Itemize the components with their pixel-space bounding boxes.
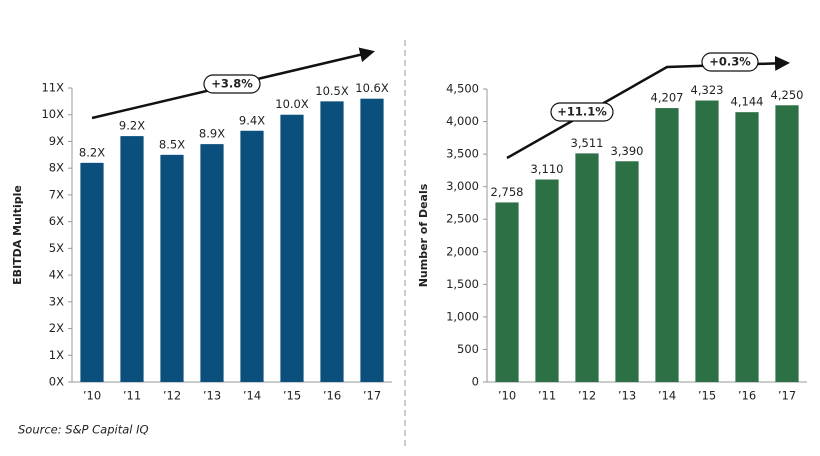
value-label: 8.5X [159,137,185,151]
bar [575,153,599,382]
bar [615,161,639,382]
bar [160,154,184,382]
x-tick-label: ’13 [618,389,636,403]
annotation-box [203,74,261,94]
value-label: 9.4X [239,113,265,127]
value-label: 2,758 [491,185,524,199]
bar [535,179,559,382]
x-tick-label: ’13 [203,389,221,403]
x-tick-label: ’16 [323,389,341,403]
y-tick-label: 3,500 [446,147,479,161]
bar [495,202,519,382]
bar [320,101,344,382]
value-label: 4,323 [691,83,724,97]
bar [80,162,104,382]
y-tick-label: 0X [49,375,64,389]
value-label: 8.9X [199,127,225,141]
x-tick-label: ’15 [698,389,716,403]
annotation: +0.3% [709,55,751,69]
y-tick-label: 9X [49,134,64,148]
x-tick-label: ’10 [83,389,101,403]
bar [735,112,759,382]
y-tick-label: 1,000 [446,309,479,323]
x-tick-label: ’11 [123,389,141,403]
value-label: 3,390 [611,144,644,158]
value-label: 4,144 [731,95,764,109]
value-label: 10.6X [355,81,389,95]
x-tick-label: ’15 [283,389,301,403]
x-tick-label: ’14 [658,389,676,403]
y-tick-label: 4,000 [446,114,479,128]
bar [360,98,384,382]
y-tick-label: 3X [49,294,64,308]
y-tick-label: 2,000 [446,244,479,258]
x-tick-label: ’17 [363,389,381,403]
y-tick-label: 1X [49,348,64,362]
x-tick-label: ’11 [538,389,556,403]
y-axis-title: EBITDA Multiple [11,185,24,285]
y-tick-label: 3,000 [446,179,479,193]
value-label: 8.2X [79,145,105,159]
bar [120,136,144,382]
x-tick-label: ’16 [738,389,756,403]
annotation-box [550,102,614,122]
y-tick-label: 4X [49,268,64,282]
bar [655,108,679,383]
y-tick-label: 8X [49,161,64,175]
annotation-box [701,52,759,72]
value-label: 9.2X [119,119,145,133]
bar [200,144,224,382]
source: Source: S&P Capital IQ [18,423,149,437]
y-tick-label: 1,500 [446,277,479,291]
value-label: 10.5X [315,84,349,98]
y-tick-label: 7X [49,187,64,201]
bar [240,130,264,382]
x-tick-label: ’14 [243,389,261,403]
value-label: 10.0X [275,97,309,111]
bar [280,114,304,383]
y-tick-label: 11X [41,81,64,95]
y-tick-label: 2X [49,321,64,335]
y-tick-label: 10X [41,107,64,121]
y-axis-title: Number of Deals [417,183,430,287]
y-tick-label: 5X [49,241,64,255]
x-tick-label: ’12 [163,389,181,403]
value-label: 3,110 [531,162,564,176]
value-label: 3,511 [571,136,604,150]
y-tick-label: 4,500 [446,82,479,96]
annotation: +3.8% [211,77,253,91]
y-tick-label: 6X [49,214,64,228]
bar [775,105,799,383]
x-tick-label: ’17 [778,389,796,403]
annotation: +11.1% [557,105,607,119]
y-tick-label: 500 [457,342,479,356]
y-tick-label: 2,500 [446,212,479,226]
value-label: 4,250 [771,88,804,102]
bar [695,100,719,383]
x-tick-label: ’10 [498,389,516,403]
y-tick-label: 0 [472,375,479,389]
x-tick-label: ’12 [578,389,596,403]
value-label: 4,207 [651,91,684,105]
